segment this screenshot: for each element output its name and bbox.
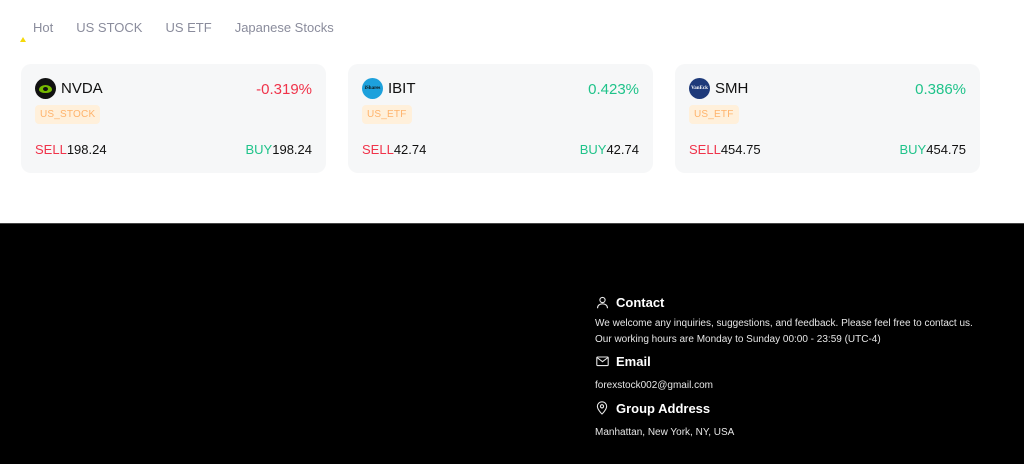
footer-contact-column: Contact We welcome any inquiries, sugges…: [595, 294, 985, 441]
buy-value: 42.74: [606, 142, 639, 157]
buy-label: BUY: [899, 142, 927, 157]
sell-value: 454.75: [720, 142, 761, 157]
tab-us-stock[interactable]: US STOCK: [76, 20, 143, 35]
active-tab-indicator: [20, 37, 26, 42]
tab-japanese-stocks[interactable]: Japanese Stocks: [234, 20, 334, 35]
buy-label: BUY: [579, 142, 607, 157]
market-section: Hot US STOCK US ETF Japanese Stocks NVDA…: [0, 0, 1024, 223]
price-row: SELL198.24 BUY198.24: [35, 142, 312, 157]
mail-icon: [595, 354, 609, 368]
buy-price[interactable]: BUY42.74: [580, 142, 639, 157]
address-title: Group Address: [616, 400, 711, 416]
footer: Contact We welcome any inquiries, sugges…: [0, 223, 1024, 464]
logo-text: iShares: [364, 86, 381, 91]
market-badge: US_ETF: [362, 105, 412, 124]
buy-value: 198.24: [272, 142, 312, 157]
market-badge: US_ETF: [689, 105, 739, 124]
sell-value: 42.74: [393, 142, 427, 157]
quote-card-ibit[interactable]: iShares IBIT 0.423% US_ETF SELL42.74 BUY…: [348, 64, 653, 173]
symbol: IBIT: [388, 80, 416, 97]
change-percent: 0.423%: [588, 81, 639, 98]
sell-label: SELL: [362, 142, 394, 157]
sell-value: 198.24: [66, 142, 107, 157]
address-heading: Group Address: [595, 400, 985, 416]
card-header: VanEck SMH: [689, 78, 748, 99]
buy-label: BUY: [245, 142, 273, 157]
buy-value: 454.75: [926, 142, 966, 157]
category-tabs: Hot US STOCK US ETF Japanese Stocks: [33, 20, 357, 36]
logo-text: VanEck: [691, 86, 708, 91]
contact-description: We welcome any inquiries, suggestions, a…: [595, 318, 973, 345]
change-percent: 0.386%: [915, 81, 966, 98]
sell-label: SELL: [35, 142, 67, 157]
quote-card-nvda[interactable]: NVDA -0.319% US_STOCK SELL198.24 BUY198.…: [21, 64, 326, 173]
contact-heading: Contact: [595, 294, 985, 310]
contact-title: Contact: [616, 294, 665, 310]
nvidia-logo-icon: [35, 78, 56, 99]
card-header: iShares IBIT: [362, 78, 416, 99]
price-row: SELL454.75 BUY454.75: [689, 142, 966, 157]
vaneck-logo-icon: VanEck: [689, 78, 710, 99]
quote-cards: NVDA -0.319% US_STOCK SELL198.24 BUY198.…: [21, 64, 980, 173]
change-percent: -0.319%: [256, 81, 312, 98]
tab-hot[interactable]: Hot: [33, 20, 54, 35]
symbol: NVDA: [61, 80, 103, 97]
market-badge: US_STOCK: [35, 105, 101, 124]
price-row: SELL42.74 BUY42.74: [362, 142, 639, 157]
sell-price[interactable]: SELL198.24: [35, 142, 107, 157]
card-header: NVDA: [35, 78, 103, 99]
symbol: SMH: [715, 80, 749, 97]
user-icon: [595, 295, 609, 309]
buy-price[interactable]: BUY454.75: [900, 142, 967, 157]
quote-card-smh[interactable]: VanEck SMH 0.386% US_ETF SELL454.75 BUY4…: [675, 64, 980, 173]
ishares-logo-icon: iShares: [362, 78, 383, 99]
tab-us-etf[interactable]: US ETF: [165, 20, 212, 35]
buy-price[interactable]: BUY198.24: [246, 142, 313, 157]
address-value: Manhattan, New York, NY, USA: [595, 427, 735, 438]
sell-price[interactable]: SELL42.74: [362, 142, 426, 157]
email-address-link[interactable]: forexstock002@gmail.com: [595, 380, 713, 391]
sell-price[interactable]: SELL454.75: [689, 142, 761, 157]
email-title: Email: [616, 353, 651, 369]
email-heading: Email: [595, 353, 985, 369]
sell-label: SELL: [689, 142, 721, 157]
location-pin-icon: [595, 401, 609, 415]
